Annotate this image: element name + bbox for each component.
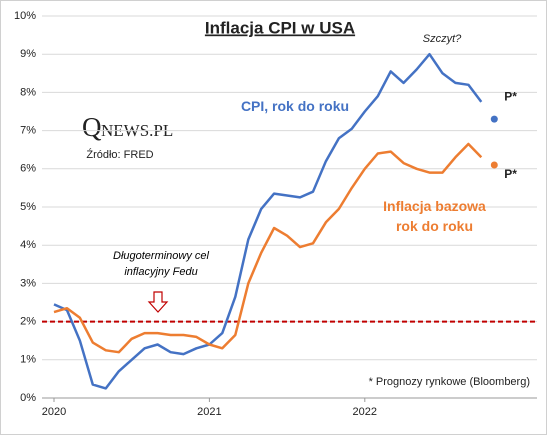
target-label: Długoterminowy cel inflacyjny Fedu [113, 250, 209, 278]
source: Źródło: FRED [86, 148, 153, 161]
y-tick-label: 7% [20, 125, 36, 137]
target-arrow [147, 291, 169, 313]
series-line [53, 52, 483, 390]
series-line [53, 142, 483, 354]
y-tick-label: 10% [14, 10, 36, 22]
x-tick-label: 2022 [353, 406, 377, 418]
y-tick-label: 5% [20, 201, 36, 213]
forecast-label: P* [504, 167, 517, 181]
forecast-label: P* [504, 89, 517, 103]
forecast-point [490, 115, 498, 123]
forecast-point [490, 161, 498, 169]
y-tick-label: 8% [20, 86, 36, 98]
y-tick-label: 3% [20, 277, 36, 289]
y-tick-label: 9% [20, 48, 36, 60]
y-tick-label: 0% [20, 392, 36, 404]
logo-initial: Q [82, 112, 102, 142]
x-tick-label: 2020 [42, 406, 66, 418]
cpi-label: CPI, rok do roku [240, 98, 350, 114]
footnote: * Prognozy rynkowe (Bloomberg) [369, 376, 530, 388]
y-tick-label: 4% [20, 239, 36, 251]
x-tick-label: 2021 [197, 406, 221, 418]
peak-label: Szczyt? [423, 33, 462, 45]
chart-title: Inflacja CPI w USA [205, 18, 355, 37]
y-tick-label: 6% [20, 163, 36, 175]
y-tick-label: 1% [20, 354, 36, 366]
y-tick-label: 2% [20, 316, 36, 328]
core-label: Inflacja bazowa rok do roku [383, 198, 486, 234]
